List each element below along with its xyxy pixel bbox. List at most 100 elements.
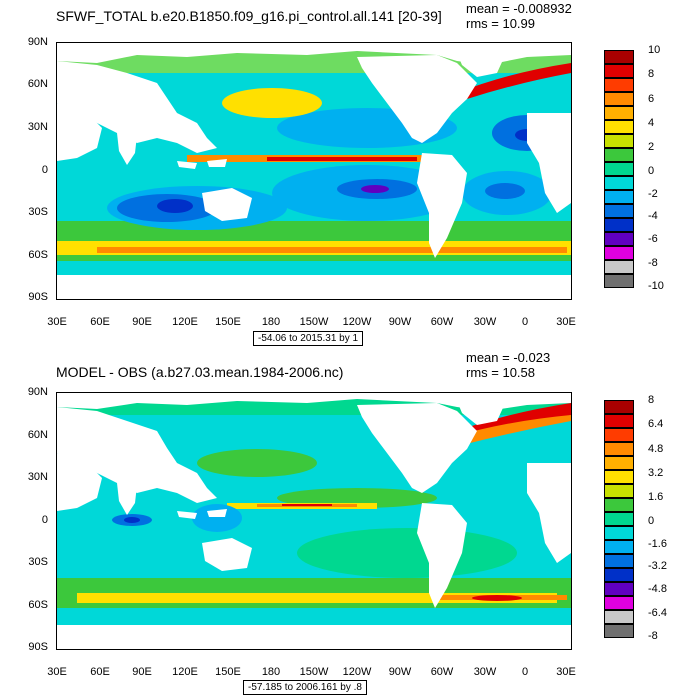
map-svg (57, 43, 571, 299)
colorbar-label: 4.8 (648, 443, 664, 455)
colorbar-swatch (604, 624, 634, 638)
lon-label: 60W (430, 316, 454, 328)
colorbar-swatch (604, 218, 634, 232)
lat-label: 30S (28, 556, 48, 568)
colorbar-swatch (604, 526, 634, 540)
lon-label: 150W (299, 316, 329, 328)
colorbar-label: -8 (648, 257, 658, 269)
colorbar-swatch (604, 442, 634, 456)
lat-label: 60S (28, 249, 48, 261)
lon-label: 120W (342, 316, 372, 328)
colorbar-label: -3.2 (648, 560, 667, 572)
colorbar-label: 6 (648, 93, 655, 105)
colorbar-label: -2 (648, 188, 658, 200)
acc-orange-band (97, 247, 567, 253)
colorbar-swatch (604, 540, 634, 554)
rms-stat: rms = 10.58 (466, 365, 536, 380)
colorbar-swatch (604, 260, 634, 274)
lat-label: 0 (41, 514, 48, 526)
colorbar-swatch (604, 50, 634, 64)
lon-label: 60W (430, 666, 454, 678)
colorbar-swatch (604, 610, 634, 624)
lon-label: 90W (388, 316, 412, 328)
s-pacific-gyre-deep (361, 185, 389, 193)
contour-range: -57.185 to 2006.161 by .8 (243, 680, 367, 695)
colorbar-label: 1.6 (648, 491, 664, 503)
colorbar-label: -8 (648, 630, 658, 642)
s-indian-gyre-deep (157, 199, 193, 213)
colorbar-swatch (604, 64, 634, 78)
lon-label: 60E (90, 666, 110, 678)
lon-label: 150E (215, 316, 241, 328)
colorbar-swatch (604, 176, 634, 190)
lon-label: 180 (261, 666, 281, 678)
colorbar-swatch (604, 134, 634, 148)
colorbar-swatch (604, 456, 634, 470)
colorbar-swatch (604, 106, 634, 120)
colorbar-swatch (604, 512, 634, 526)
panel-title: MODEL - OBS (a.b27.03.mean.1984-2006.nc) (56, 364, 344, 380)
lon-label: 120E (172, 316, 198, 328)
colorbar-swatch (604, 274, 634, 288)
itcz-red (282, 504, 332, 506)
colorbar-label: -10 (648, 280, 664, 292)
colorbar-label: 10 (648, 44, 661, 56)
land-masses (57, 43, 571, 299)
lon-label: 30W (473, 316, 497, 328)
colorbar-swatch (604, 484, 634, 498)
lon-label: 30E (47, 666, 67, 678)
colorbar (604, 400, 634, 638)
colorbar-swatch (604, 596, 634, 610)
map-svg (57, 393, 571, 649)
colorbar-swatch (604, 470, 634, 484)
colorbar-label: -6.4 (648, 607, 667, 619)
colorbar-label: -6 (648, 233, 658, 245)
colorbar-swatch (604, 78, 634, 92)
colorbar-label: 6.4 (648, 418, 664, 430)
lat-label: 90S (28, 291, 48, 303)
gulf-stream (457, 63, 571, 99)
colorbar-swatch (604, 428, 634, 442)
lon-label: 60E (90, 316, 110, 328)
colorbar-swatch (604, 120, 634, 134)
lat-label: 60S (28, 599, 48, 611)
lon-label: 30E (556, 666, 576, 678)
lat-label: 90S (28, 641, 48, 653)
land-masses (57, 393, 571, 649)
colorbar-label: -1.6 (648, 538, 667, 550)
lon-label: 0 (521, 666, 529, 678)
colorbar-swatch (604, 162, 634, 176)
world-map (56, 42, 572, 300)
indian-ocean-anomaly-core (124, 517, 140, 523)
lon-label: 180 (261, 316, 281, 328)
lon-label: 150W (299, 666, 329, 678)
contour-range: -54.06 to 2015.31 by 1 (253, 331, 364, 346)
colorbar-label: 8 (648, 68, 655, 80)
lat-label: 0 (41, 164, 48, 176)
colorbar-label: 3.2 (648, 467, 664, 479)
colorbar-label: 4 (648, 117, 655, 129)
lon-label: 0 (521, 316, 529, 328)
lon-label: 90E (132, 316, 152, 328)
colorbar-swatch (604, 498, 634, 512)
lon-label: 120E (172, 666, 198, 678)
lon-label: 150E (215, 666, 241, 678)
itcz-red (267, 157, 417, 161)
lat-label: 30N (27, 471, 48, 483)
colorbar-swatch (604, 568, 634, 582)
gulf-stream-outer (452, 415, 571, 445)
maritime-anomaly (192, 504, 242, 532)
acc-red-core (472, 595, 522, 601)
colorbar-label: -4.8 (648, 583, 667, 595)
mean-stat: mean = -0.023 (466, 350, 551, 365)
n-pacific-anomaly (197, 449, 317, 477)
panel-sfwf-total: SFWF_TOTAL b.e20.B1850.f09_g16.pi_contro… (27, 2, 664, 346)
panel-title: SFWF_TOTAL b.e20.B1850.f09_g16.pi_contro… (56, 8, 442, 24)
colorbar-label: 0 (648, 165, 655, 177)
colorbar (604, 50, 634, 288)
n-pacific-yellow (222, 88, 322, 118)
lon-label: 120W (342, 666, 372, 678)
lat-label: 30N (27, 121, 48, 133)
colorbar-swatch (604, 400, 634, 414)
colorbar-swatch (604, 554, 634, 568)
